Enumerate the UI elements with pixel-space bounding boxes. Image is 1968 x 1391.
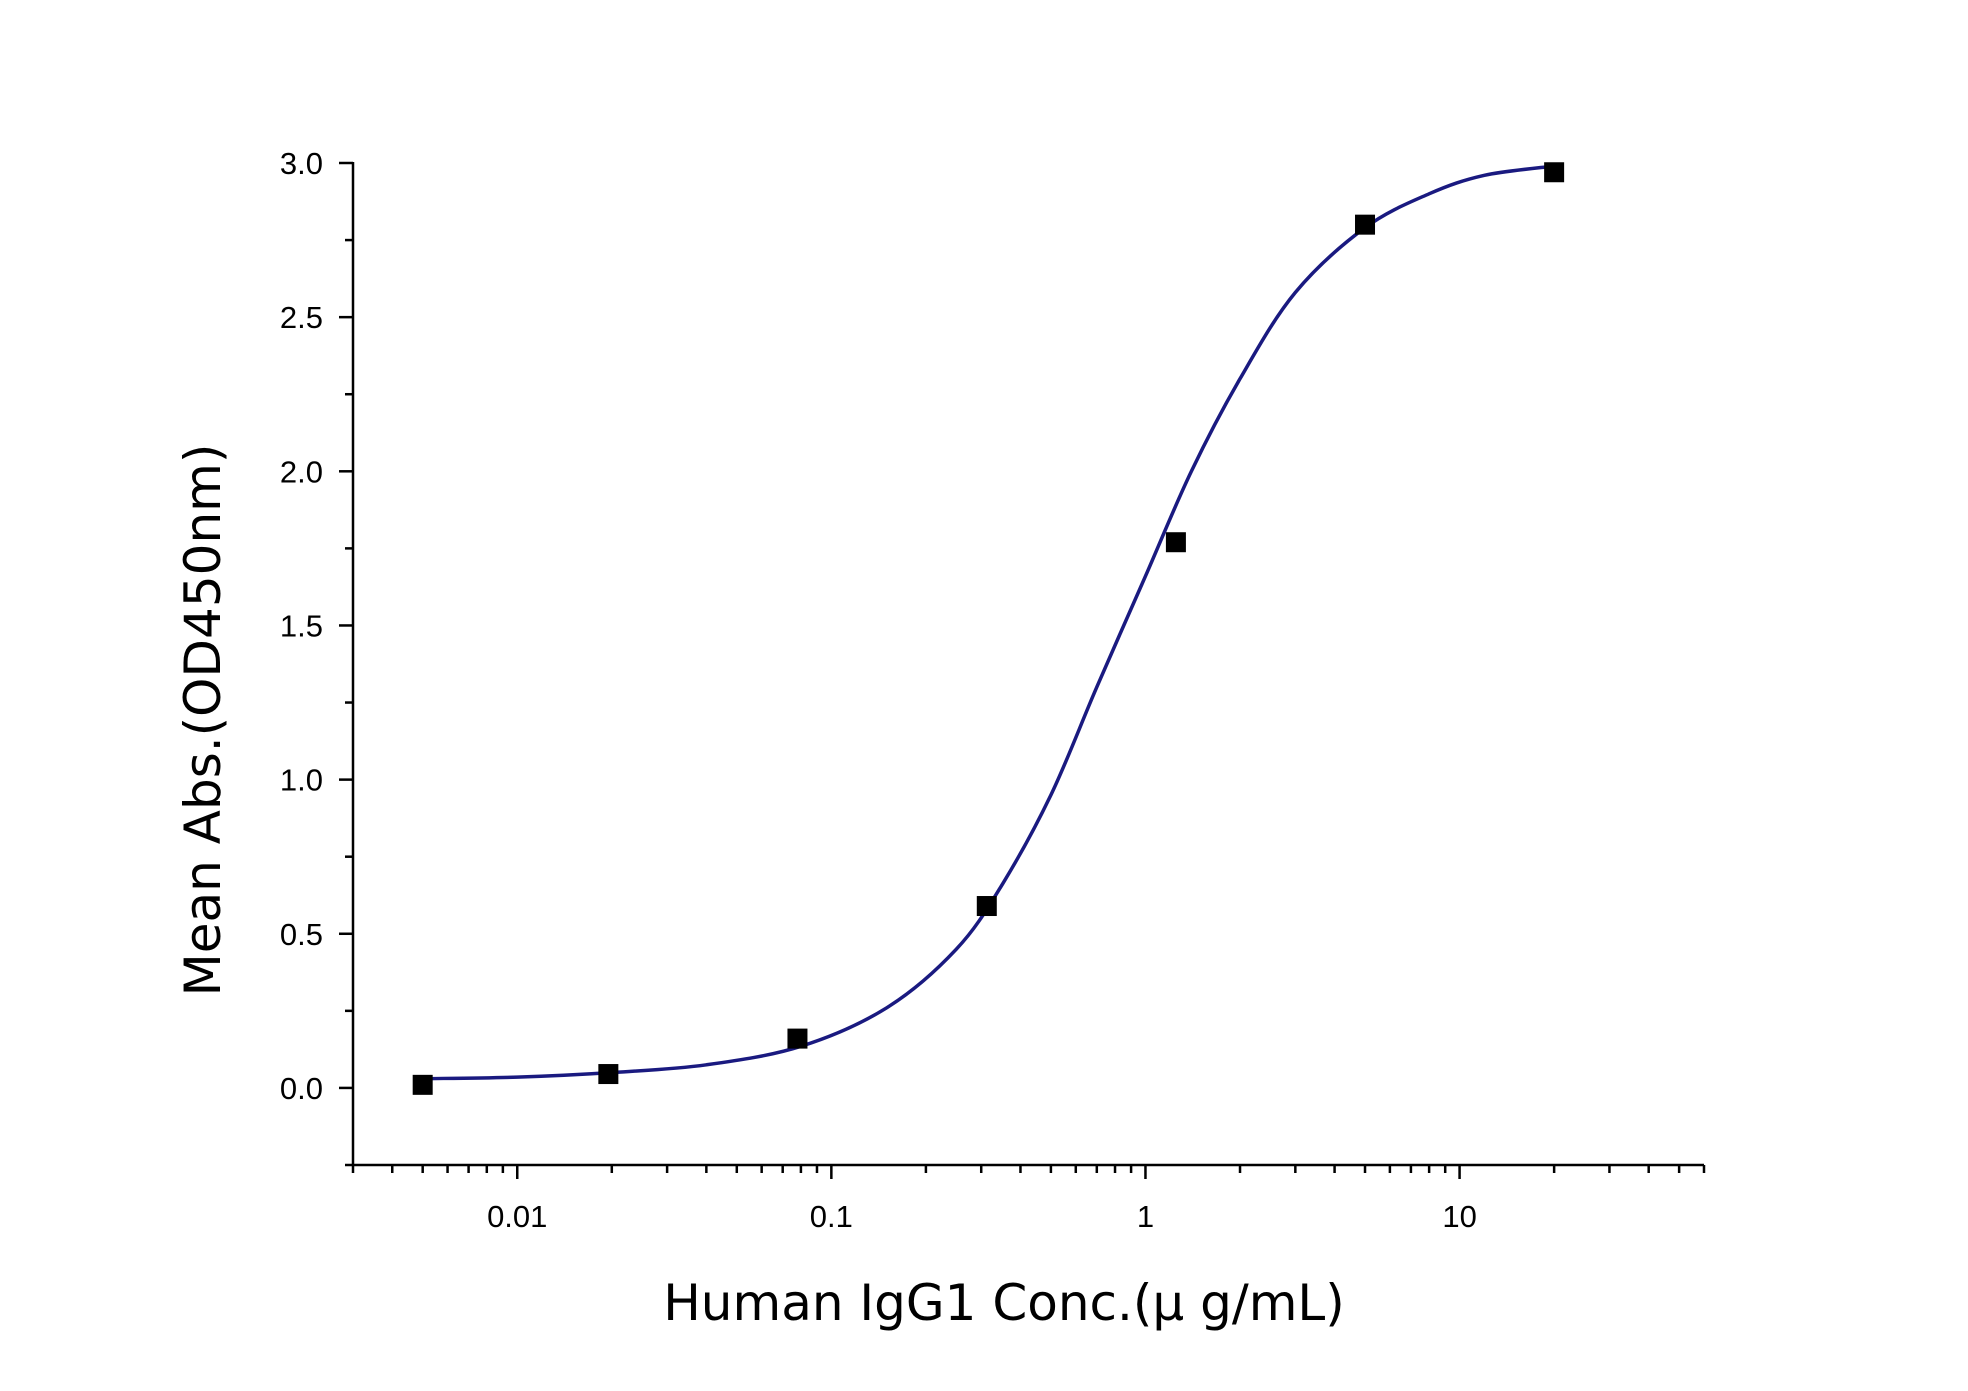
data-point bbox=[598, 1064, 619, 1085]
x-tick-label: 0.1 bbox=[810, 1199, 853, 1234]
x-tick-label: 0.01 bbox=[487, 1199, 547, 1234]
data-point bbox=[1165, 532, 1186, 553]
y-tick-label: 1.0 bbox=[280, 763, 323, 798]
data-point bbox=[787, 1028, 808, 1049]
data-point bbox=[412, 1074, 433, 1095]
y-tick-label: 1.5 bbox=[280, 608, 323, 643]
y-tick-label: 0.0 bbox=[280, 1071, 323, 1106]
y-axis-title: Mean Abs.(OD450nm) bbox=[174, 444, 232, 997]
data-point bbox=[1544, 162, 1565, 183]
x-tick-label: 10 bbox=[1442, 1199, 1476, 1234]
data-point bbox=[976, 896, 997, 917]
y-tick-label: 2.0 bbox=[280, 454, 323, 489]
data-point bbox=[1355, 214, 1376, 235]
y-tick-label: 2.5 bbox=[280, 300, 323, 335]
x-axis-title: Human IgG1 Conc.(μ g/mL) bbox=[663, 1274, 1345, 1332]
y-tick-label: 0.5 bbox=[280, 917, 323, 952]
plot-area: 0.0 0.5 1.0 1.5 2.0 2.5 3.0 0.01 0.1 1 10 bbox=[280, 146, 1706, 1234]
x-tick-label: 1 bbox=[1137, 1199, 1154, 1234]
fit-curve bbox=[422, 164, 1555, 1081]
y-tick-label: 3.0 bbox=[280, 146, 323, 181]
